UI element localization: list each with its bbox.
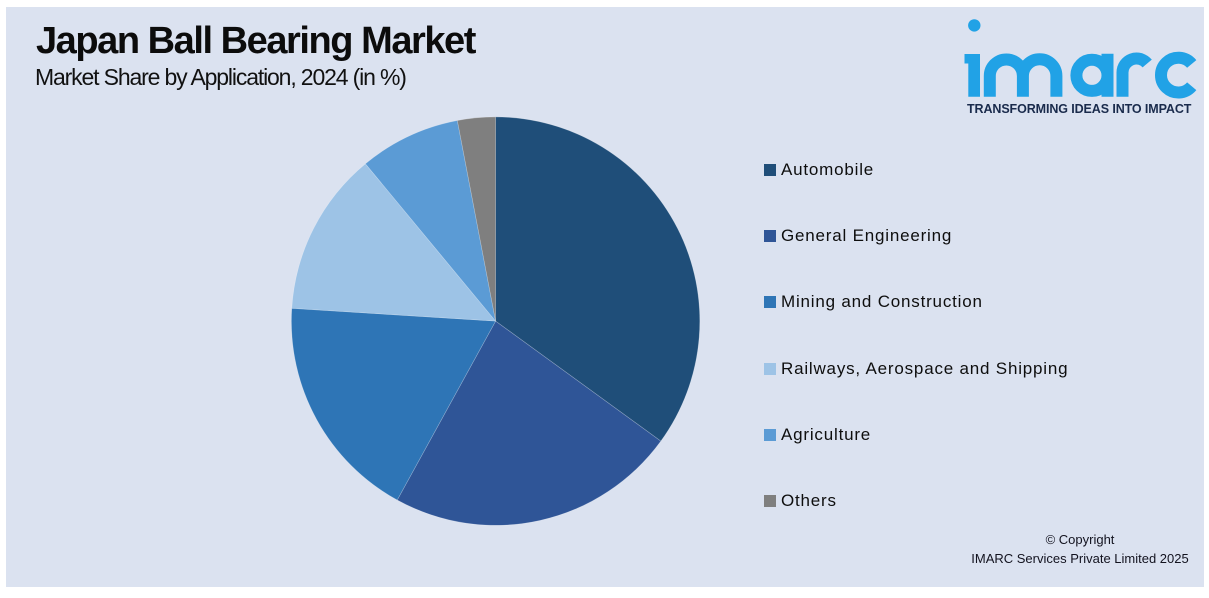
svg-text:TRANSFORMING IDEAS INTO IMPACT: TRANSFORMING IDEAS INTO IMPACT — [967, 102, 1192, 116]
